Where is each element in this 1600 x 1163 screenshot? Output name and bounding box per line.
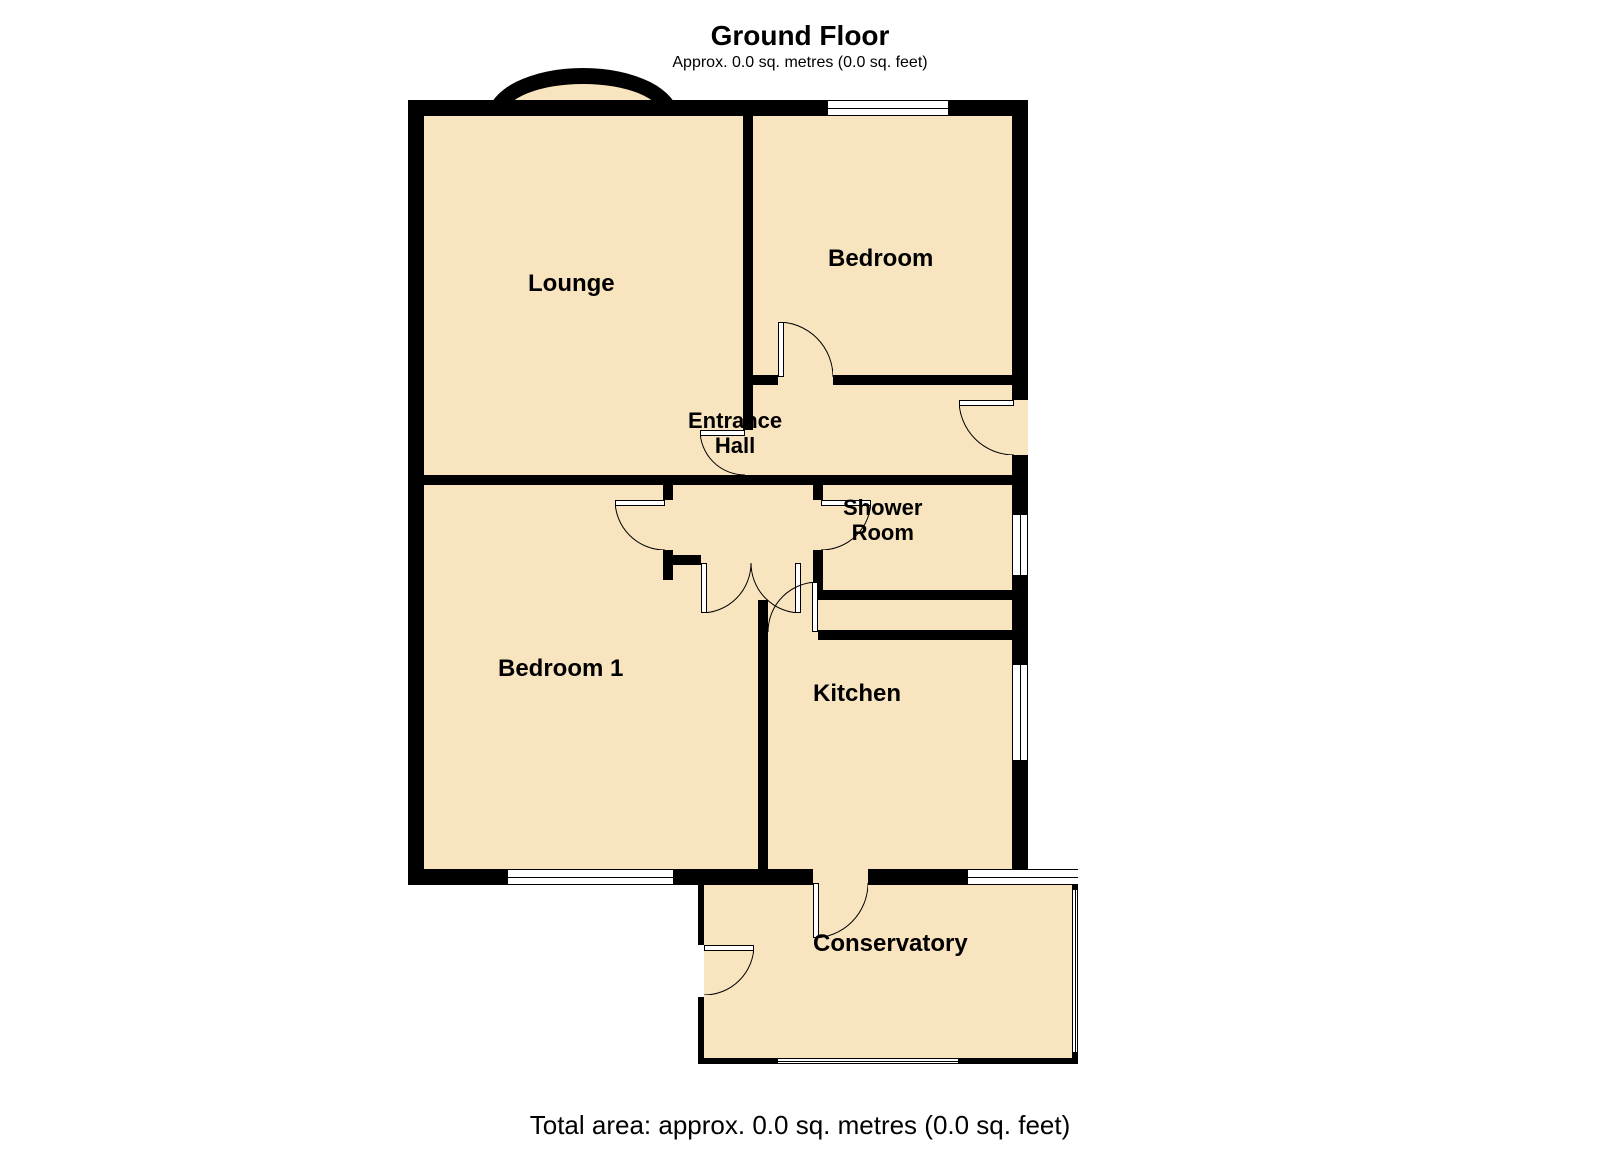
ext-wall-left	[408, 100, 424, 885]
ext-wall-right	[1012, 100, 1028, 885]
door-gap-kitchen-top	[768, 630, 818, 640]
door-leaf-entrance	[959, 400, 1014, 406]
window-kitchen-right	[1012, 665, 1028, 760]
wall-kitchen-left	[758, 630, 768, 869]
label-lounge: Lounge	[528, 270, 615, 298]
page: Ground Floor Approx. 0.0 sq. metres (0.0…	[0, 0, 1600, 1163]
floor-fill-main	[424, 116, 1012, 869]
label-bedroom: Bedroom	[828, 245, 933, 273]
cons-top-left-stub	[698, 879, 768, 885]
window-bed1-bottom	[508, 869, 673, 885]
label-entrance-hall: Entrance Hall	[688, 408, 782, 459]
floor-fill-conservatory	[704, 885, 1072, 1058]
window-cons-bottom	[778, 1058, 958, 1064]
door-leaf-bedroom	[778, 322, 784, 377]
door-leaf-hall-l	[701, 563, 707, 613]
window-cons-top	[968, 869, 1078, 885]
wall-hall-shelf	[663, 555, 703, 565]
total-area-footer: Total area: approx. 0.0 sq. metres (0.0 …	[0, 1110, 1600, 1141]
door-gap-entrance	[1012, 400, 1028, 455]
wall-shower-bottom	[813, 590, 1012, 600]
wall-mid-horizontal	[424, 475, 824, 485]
door-leaf-cons-ext	[704, 945, 754, 951]
door-gap-bed1	[663, 500, 673, 550]
door-gap-shower	[813, 500, 823, 550]
door-leaf-hall-r	[795, 563, 801, 613]
floor-plan: Lounge Bedroom Entrance Hall Shower Room…	[408, 100, 1108, 1080]
door-gap-bedroom	[778, 375, 833, 385]
door-gap-kitchen-cons	[813, 869, 868, 885]
wall-lounge-bedroom	[743, 116, 753, 411]
floor-subtitle: Approx. 0.0 sq. metres (0.0 sq. feet)	[0, 54, 1600, 72]
floor-title: Ground Floor	[0, 20, 1600, 52]
door-gap-cons-ext	[698, 945, 704, 997]
window-shower-right	[1012, 515, 1028, 575]
label-conservatory: Conservatory	[813, 930, 968, 958]
label-bedroom1: Bedroom 1	[498, 655, 623, 683]
label-shower-room: Shower Room	[843, 495, 922, 546]
window-cons-right	[1072, 890, 1078, 1052]
window-bedroom-top	[828, 100, 948, 116]
door-gap-hall-double	[701, 555, 801, 565]
door-leaf-bed1	[615, 500, 665, 506]
label-kitchen: Kitchen	[813, 680, 901, 708]
wall-shower-top	[813, 475, 1012, 485]
door-leaf-kitchen-top	[812, 582, 818, 632]
